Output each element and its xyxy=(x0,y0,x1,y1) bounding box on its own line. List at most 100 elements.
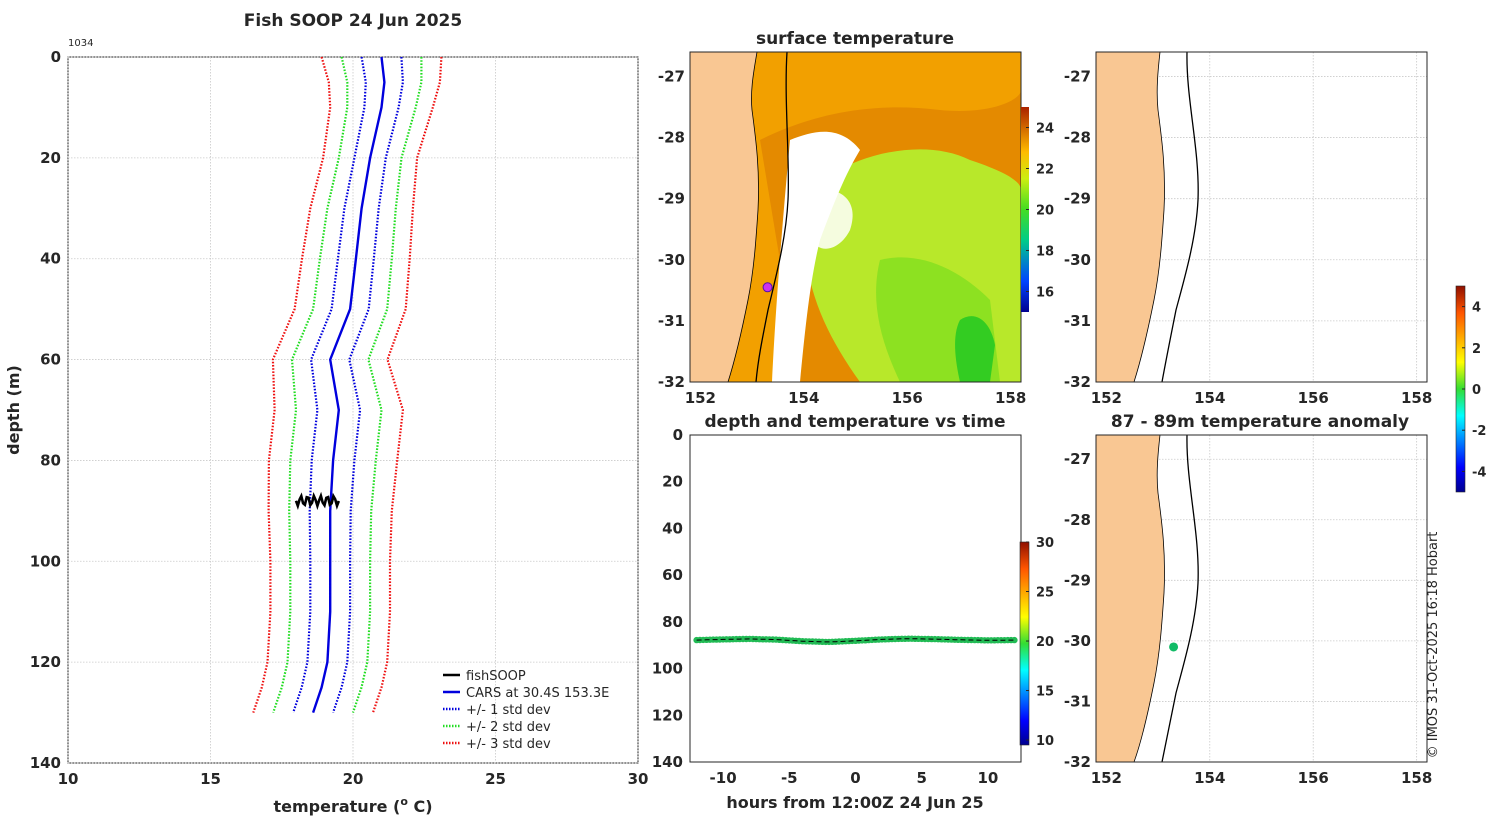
timeseries-y-tick: 0 xyxy=(673,426,683,444)
timeseries-title: depth and temperature vs time xyxy=(705,412,1006,432)
profile-legend: fishSOOP CARS at 30.4S 153.3E +/- 1 std … xyxy=(443,669,609,752)
profile-y-tick: 0 xyxy=(51,48,61,66)
colorbar-tick-label: 30 xyxy=(1036,536,1054,551)
legend-label-sd1: +/- 1 std dev xyxy=(466,703,551,718)
anomaly-top-shelf-contour xyxy=(1161,52,1199,382)
anomaly-top-land xyxy=(1096,52,1165,382)
timeseries-axes-box xyxy=(689,434,1022,763)
map-y-tick: -30 xyxy=(1064,632,1091,650)
profile-y-tick: 140 xyxy=(30,754,61,772)
anomaly-vessel-marker xyxy=(1169,642,1179,652)
colorbar-tick-label: 25 xyxy=(1036,586,1054,601)
legend-label-fishsoop: fishSOOP xyxy=(466,669,526,684)
map-y-tick: -32 xyxy=(1064,373,1091,391)
colorbar-tick-label: 24 xyxy=(1036,122,1054,137)
map-x-tick: 158 xyxy=(1401,389,1432,407)
legend-label-sd3: +/- 3 std dev xyxy=(466,737,551,752)
map-x-tick: 154 xyxy=(788,389,819,407)
profile-y-tick: 60 xyxy=(40,351,61,369)
colorbar-tick-label: 10 xyxy=(1036,734,1054,749)
profile-y-tick: 80 xyxy=(40,451,61,469)
profile-line-fishsoop xyxy=(294,491,341,511)
timeseries-y-tick: 140 xyxy=(652,753,683,771)
timeseries-y-tick: 80 xyxy=(662,613,683,631)
sst-colorbar-ticks: 16 18 20 22 24 xyxy=(1026,122,1054,301)
map-y-tick: -27 xyxy=(1064,450,1091,468)
anomaly-colorbar-ticks: -4 -2 0 2 4 xyxy=(1462,301,1486,480)
map-x-tick: 156 xyxy=(892,389,923,407)
timeseries-x-tick: 10 xyxy=(977,769,998,787)
anomaly-bottom-tick-labels: 152 154 156 158 -27 -28 -29 -30 -31 -32 xyxy=(1064,450,1432,787)
map-y-tick: -31 xyxy=(658,312,685,330)
profile-line-plus-1sd xyxy=(332,56,405,713)
anomaly-bottom-land xyxy=(1096,435,1165,762)
timeseries-points xyxy=(693,635,1018,646)
profile-x-tick: 20 xyxy=(343,770,364,788)
profile-title: Fish SOOP 24 Jun 2025 xyxy=(244,11,462,31)
anomaly-colorbar-group: -4 -2 0 2 4 xyxy=(1455,285,1486,493)
map-y-tick: -28 xyxy=(1064,129,1091,147)
profile-line-plus-3sd xyxy=(371,56,443,713)
timeseries-x-tick: 5 xyxy=(916,769,926,787)
sst-vessel-marker xyxy=(762,282,773,293)
timeseries-x-tick: 0 xyxy=(850,769,860,787)
map-y-tick: -29 xyxy=(658,190,685,208)
timeseries-colorbar xyxy=(1019,541,1030,746)
profile-tick-labels: 10 15 20 25 30 0 20 40 60 80 100 120 140 xyxy=(30,48,649,788)
map-x-tick: 154 xyxy=(1194,769,1225,787)
anomaly-bottom-shelf-contour xyxy=(1161,435,1199,762)
profile-y-tick: 40 xyxy=(40,250,61,268)
colorbar-tick-label: 18 xyxy=(1036,245,1054,260)
map-y-tick: -30 xyxy=(1064,251,1091,269)
anomaly-bottom-axes-box xyxy=(1095,434,1428,763)
timeseries-x-tick: -5 xyxy=(781,769,798,787)
sst-map-panel: 152 154 156 158 -27 -28 -29 -30 -31 -32 surface t… xyxy=(658,29,1054,407)
colorbar-tick-label: 16 xyxy=(1036,286,1054,301)
map-x-tick: 152 xyxy=(1091,769,1122,787)
profile-line-cars-mean xyxy=(311,56,386,713)
sst-title: surface temperature xyxy=(756,29,954,49)
profile-note: 1034 xyxy=(68,38,93,49)
map-y-tick: -31 xyxy=(1064,312,1091,330)
anomaly-map-top-panel: 152 154 156 158 -27 -28 -29 -30 -31 -32 xyxy=(1064,51,1432,407)
profile-x-tick: 25 xyxy=(485,770,506,788)
map-y-tick: -32 xyxy=(658,373,685,391)
profile-x-tick: 10 xyxy=(58,770,79,788)
copyright-text: © IMOS 31-Oct-2025 16:18 Hobart xyxy=(1426,532,1441,759)
sst-colorbar xyxy=(1021,107,1029,312)
profile-lines xyxy=(252,56,443,713)
anomaly-bottom-title: 87 - 89m temperature anomaly xyxy=(1111,412,1409,432)
map-x-tick: 156 xyxy=(1298,389,1329,407)
profile-line-plus-2sd xyxy=(351,57,423,713)
map-x-tick: 158 xyxy=(995,389,1026,407)
profile-gridlines xyxy=(67,56,639,764)
timeseries-y-tick: 60 xyxy=(662,566,683,584)
map-x-tick: 154 xyxy=(1194,389,1225,407)
map-y-tick: -30 xyxy=(658,251,685,269)
map-x-tick: 152 xyxy=(1091,389,1122,407)
map-y-tick: -28 xyxy=(658,129,685,147)
map-y-tick: -27 xyxy=(1064,67,1091,85)
colorbar-tick-label: 20 xyxy=(1036,635,1054,650)
profile-x-label: temperature (o C) xyxy=(273,795,432,816)
sst-shelf-contour xyxy=(755,52,790,382)
map-y-tick: -31 xyxy=(1064,692,1091,710)
timeseries-point xyxy=(1011,636,1018,644)
map-y-tick: -29 xyxy=(1064,571,1091,589)
timeseries-colorbar-ticks: 10 15 20 25 30 xyxy=(1026,536,1054,749)
colorbar-tick-label: 20 xyxy=(1036,204,1054,219)
colorbar-tick-label: 22 xyxy=(1036,163,1054,178)
sst-green-eddy xyxy=(955,316,995,382)
legend-label-cars: CARS at 30.4S 153.3E xyxy=(466,686,609,701)
map-x-tick: 152 xyxy=(685,389,716,407)
timeseries-y-tick: 100 xyxy=(652,660,683,678)
profile-x-tick: 15 xyxy=(200,770,221,788)
anomaly-top-axes-box xyxy=(1095,51,1428,383)
legend-label-sd2: +/- 2 std dev xyxy=(466,720,551,735)
sst-cloud-patch xyxy=(810,189,853,249)
timeseries-y-tick: 40 xyxy=(662,519,683,537)
colorbar-tick-label: 2 xyxy=(1472,342,1481,357)
timeseries-y-tick: 20 xyxy=(662,473,683,491)
